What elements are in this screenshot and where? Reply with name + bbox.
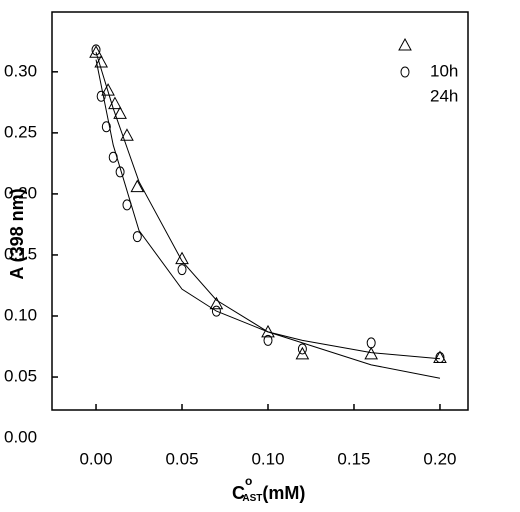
data-point <box>364 346 379 360</box>
x-tick-label: 0.10 <box>251 449 284 468</box>
data-point <box>295 346 310 360</box>
y-tick-label: 0.00 <box>4 428 37 447</box>
data-point <box>113 106 127 119</box>
x-label-base: C <box>232 483 245 503</box>
y-tick-label: 0.20 <box>4 183 37 202</box>
data-point <box>91 44 101 56</box>
data-point <box>177 264 187 276</box>
x-tick-label: 0.05 <box>165 449 198 468</box>
x-tick-label: 0.15 <box>337 449 370 468</box>
data-point <box>115 166 125 178</box>
data-point <box>94 55 109 68</box>
data-point <box>211 305 221 317</box>
x-label-sub: AST <box>242 493 262 504</box>
x-axis-label: Co AST(mM) <box>232 474 305 503</box>
x-tick-label: 0.00 <box>79 449 112 468</box>
y-tick-label: 0.05 <box>4 367 37 386</box>
legend-symbol <box>400 66 410 78</box>
x-tick-label: 0.20 <box>423 449 456 468</box>
x-label-unit: (mM) <box>262 483 305 503</box>
data-point <box>108 96 122 110</box>
data-point <box>366 337 376 349</box>
y-axis-label: A (398 nm) <box>7 188 27 279</box>
y-tick-label: 0.25 <box>4 122 37 141</box>
data-point <box>101 83 115 96</box>
fit-line <box>95 59 441 360</box>
data-point <box>263 334 273 346</box>
data-point <box>435 352 445 364</box>
legend-label: 24h <box>430 86 458 105</box>
x-label-sup: o <box>245 474 252 488</box>
data-point <box>96 90 106 102</box>
data-point <box>122 199 132 211</box>
data-point <box>101 121 111 133</box>
data-point <box>261 324 275 338</box>
fit-line <box>95 52 441 379</box>
data-point <box>209 296 224 310</box>
plot-frame <box>51 11 469 411</box>
y-tick-label: 0.10 <box>4 305 37 324</box>
data-point <box>130 179 145 193</box>
legend-symbol <box>398 37 412 51</box>
data-point <box>120 128 134 141</box>
data-point <box>297 343 307 355</box>
legend-label: 10h <box>430 61 458 80</box>
y-tick-label: 0.15 <box>4 244 37 263</box>
data-point <box>108 151 118 163</box>
plot: 0.00 0.05 0.10 0.15 0.20 0.00 0.05 0.10 0.15 0.20… <box>4 44 457 468</box>
data-point <box>175 251 189 265</box>
data-point <box>89 45 103 58</box>
data-point <box>132 231 142 243</box>
y-tick-label: 0.30 <box>4 61 37 80</box>
